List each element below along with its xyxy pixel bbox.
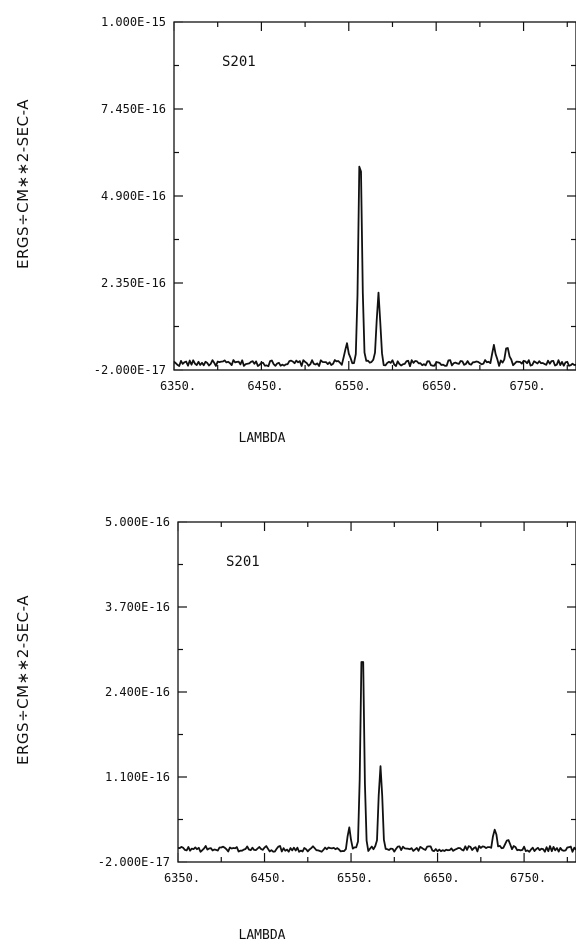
panel-label: S201: [226, 554, 260, 570]
y-tick-label: -2.000E-17: [94, 363, 166, 377]
x-tick-label: 6750.: [510, 871, 546, 885]
x-tick-label: 6550.: [337, 871, 373, 885]
y-tick-label: -2.000E-17: [98, 855, 170, 869]
spectrum-line: [177, 661, 576, 853]
y-tick-label: 4.900E-16: [101, 189, 166, 203]
spectrum-panel-1: -2.000E-17 2.350E-16 4.900E-16 7.450E-16 1.0…: [14, 15, 576, 446]
plot-frame: [173, 21, 576, 371]
x-tick-label: 6750.: [510, 379, 546, 393]
y-tick-label: 2.400E-16: [105, 685, 170, 699]
x-tick-label: 6550.: [335, 379, 371, 393]
y-tick-label: 1.100E-16: [105, 770, 170, 784]
spectrum-panel-2: -2.000E-17 1.100E-16 2.400E-16 3.700E-16 5.0…: [14, 515, 576, 943]
y-tick-label: 7.450E-16: [101, 102, 166, 116]
x-axis-label: LAMBDA: [239, 928, 286, 943]
y-axis-label: ERGS÷CM∗∗2-SEC-A: [14, 99, 32, 269]
x-tick-label: 6350.: [160, 379, 196, 393]
x-tick-label: 6350.: [164, 871, 200, 885]
x-tick-label: 6650.: [422, 379, 458, 393]
plot-frame: [177, 521, 576, 863]
panel-label: S201: [222, 54, 256, 70]
y-tick-label: 3.700E-16: [105, 600, 170, 614]
x-tick-label: 6650.: [424, 871, 460, 885]
x-tick-label: 6450.: [250, 871, 286, 885]
x-axis-label: LAMBDA: [239, 431, 286, 446]
y-tick-label: 1.000E-15: [101, 15, 166, 29]
y-axis-label: ERGS÷CM∗∗2-SEC-A: [14, 595, 32, 765]
x-tick-label: 6450.: [247, 379, 283, 393]
spectrum-line: [173, 165, 576, 368]
y-tick-label: 5.000E-16: [105, 515, 170, 529]
y-tick-label: 2.350E-16: [101, 276, 166, 290]
